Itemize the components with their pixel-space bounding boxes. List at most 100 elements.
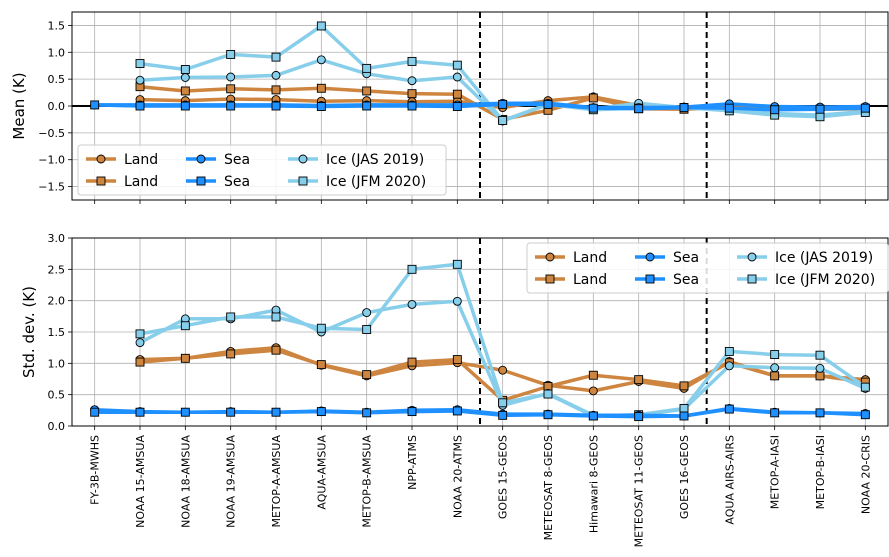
- data-point: [226, 72, 236, 82]
- data-point: [724, 404, 734, 414]
- data-point: [588, 386, 598, 396]
- y-tick-label: 1.0: [48, 46, 66, 59]
- y-axis-label: Mean (K): [10, 72, 28, 139]
- legend-label: Land: [124, 174, 158, 190]
- data-point: [724, 103, 734, 113]
- y-tick-label: −1.5: [38, 181, 65, 194]
- data-point: [543, 410, 553, 420]
- legend-marker: [196, 154, 206, 164]
- legend-label: Ice (JAS 2019): [326, 152, 424, 168]
- legend: Land Land Sea Sea Ice (JAS 2019) Ice (JFM 202…: [77, 144, 447, 196]
- data-point: [362, 63, 372, 73]
- data-point: [180, 353, 190, 363]
- data-point: [634, 375, 644, 385]
- legend-marker: [545, 274, 555, 284]
- legend-item: Sea: [186, 174, 250, 190]
- data-point: [815, 408, 825, 418]
- legend-label: Ice (JFM 2020): [326, 174, 426, 190]
- x-tick-label: NOAA 15-AMSUA: [134, 435, 147, 528]
- data-point: [452, 102, 462, 111]
- data-point: [226, 407, 236, 417]
- x-tick-label: NOAA 20-ATMS: [451, 435, 464, 518]
- series-line: [94, 407, 866, 419]
- data-point: [815, 350, 825, 360]
- data-point: [815, 371, 825, 381]
- series-3: [90, 404, 870, 422]
- x-tick-label: NOAA 18-AMSUA: [179, 435, 192, 528]
- data-point: [362, 370, 372, 380]
- x-tick-label: METOP-A-AMSUA: [270, 435, 283, 528]
- y-tick-label: 0.5: [48, 73, 66, 86]
- legend-item: Ice (JFM 2020): [737, 272, 875, 288]
- data-point: [316, 55, 326, 65]
- legend-label: Sea: [224, 152, 250, 168]
- series-3: [90, 99, 870, 115]
- y-tick-label: 3.0: [48, 232, 66, 245]
- data-point: [452, 72, 462, 82]
- x-tick-label: NOAA 19-AMSUA: [225, 435, 238, 528]
- legend-item: Sea: [635, 272, 699, 288]
- x-tick-label: NPP-ATMS: [406, 435, 419, 490]
- data-point: [226, 101, 236, 111]
- legend-item: Land: [535, 250, 607, 266]
- data-point: [135, 59, 145, 69]
- data-point: [498, 365, 508, 375]
- data-point: [679, 381, 689, 391]
- y-tick-label: 1.0: [48, 357, 66, 370]
- plot-frame: [71, 237, 889, 427]
- y-tick-label: 2.5: [48, 263, 66, 276]
- data-point: [271, 345, 281, 355]
- data-point: [770, 371, 780, 381]
- data-point: [860, 103, 870, 113]
- legend-marker: [747, 274, 757, 284]
- data-point: [180, 101, 190, 111]
- data-point: [770, 105, 780, 115]
- data-point: [588, 103, 598, 113]
- series-line: [94, 102, 866, 112]
- y-tick-label: 2.0: [48, 295, 66, 308]
- legend: Land Land Sea Sea Ice (JAS 2019) Ice (JFM 202…: [526, 242, 889, 294]
- data-point: [498, 99, 508, 109]
- legend-item: Land: [86, 152, 158, 168]
- x-tick-label: AQUA AIRS-AIRS: [723, 435, 736, 525]
- data-point: [407, 89, 417, 99]
- legend-label: Ice (JFM 2020): [775, 272, 875, 288]
- y-tick-label: 1.5: [48, 326, 66, 339]
- data-point: [316, 360, 326, 370]
- y-tick-label: −0.5: [38, 127, 65, 140]
- data-point: [860, 410, 870, 420]
- data-point: [316, 323, 326, 333]
- y-axis-label: Std. dev. (K): [20, 286, 38, 378]
- data-point: [407, 299, 417, 309]
- data-point: [135, 357, 145, 367]
- data-point: [316, 407, 326, 417]
- data-point: [770, 408, 780, 418]
- data-point: [316, 102, 326, 111]
- data-point: [498, 398, 508, 408]
- data-point: [180, 407, 190, 417]
- x-tick-labels: FY-3B-MWHS NOAA 15-AMSUA NOAA 18-AMSUA NOAA…: [89, 435, 873, 548]
- data-point: [815, 363, 825, 373]
- data-point: [135, 101, 145, 111]
- data-point: [362, 86, 372, 96]
- data-point: [90, 100, 100, 110]
- data-point: [362, 408, 372, 418]
- x-tick-label: METOP-A-IASI: [769, 435, 782, 509]
- data-point: [316, 83, 326, 93]
- data-point: [226, 312, 236, 322]
- legend-label: Land: [573, 272, 607, 288]
- data-point: [452, 355, 462, 365]
- data-point: [271, 52, 281, 62]
- x-tick-label: METEOSAT 8-GEOS: [542, 435, 555, 540]
- data-point: [724, 346, 734, 356]
- legend-label: Ice (JAS 2019): [775, 250, 873, 266]
- data-point: [543, 389, 553, 399]
- x-tick-label: GOES 16-GEOS: [678, 435, 691, 519]
- data-point: [271, 312, 281, 322]
- data-point: [135, 75, 145, 85]
- data-point: [724, 361, 734, 371]
- legend-item: Ice (JAS 2019): [737, 250, 873, 266]
- data-point: [362, 101, 372, 111]
- legend-label: Land: [124, 152, 158, 168]
